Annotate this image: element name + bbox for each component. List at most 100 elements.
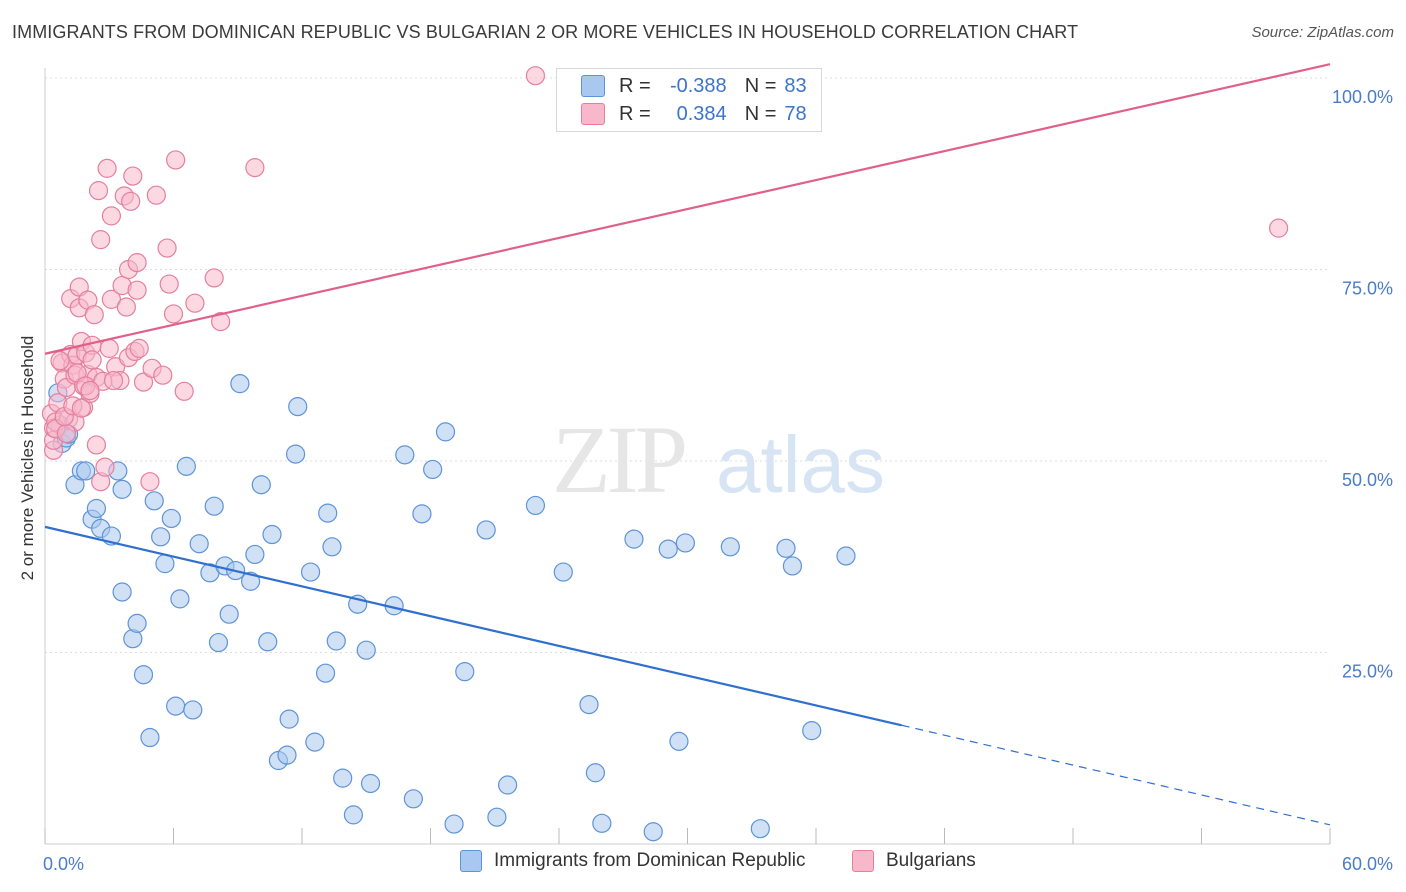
point-bulgarian [153, 365, 173, 385]
point-dominican [525, 495, 546, 516]
y-tick-label: 75.0% [1342, 279, 1393, 299]
point-dominican [322, 537, 342, 557]
point-dominican [262, 524, 282, 545]
point-bulgarian [159, 274, 179, 294]
legend-r-label: R = [619, 74, 651, 97]
point-dominican [412, 504, 432, 524]
point-dominican [245, 544, 265, 565]
point-dominican [151, 527, 171, 547]
x-tick-label: 0.0% [43, 854, 84, 874]
point-bulgarian [166, 150, 186, 170]
point-bulgarian [103, 370, 124, 391]
point-dominican [208, 632, 229, 653]
point-dominican [553, 562, 573, 582]
legend-r-value: -0.388 [669, 74, 727, 97]
point-dominican [176, 456, 196, 476]
y-tick-label: 50.0% [1342, 470, 1393, 490]
point-dominican [189, 534, 209, 554]
point-dominican [444, 814, 464, 834]
point-bulgarian [245, 158, 265, 178]
point-dominican [133, 665, 154, 685]
point-dominican [802, 721, 822, 741]
point-bulgarian [133, 372, 154, 392]
point-dominican [720, 537, 740, 557]
y-axis-label: 2 or more Vehicles in Household [18, 336, 37, 581]
point-dominican [288, 397, 308, 417]
point-dominican [782, 556, 803, 576]
point-dominican [487, 807, 507, 827]
point-dominican [279, 709, 299, 729]
point-bulgarian [127, 280, 147, 300]
point-bulgarian [116, 297, 136, 317]
legend-n-label: N = [744, 102, 777, 125]
point-dominican [592, 813, 612, 833]
point-bulgarian [525, 66, 546, 86]
point-dominican [251, 475, 271, 495]
point-bulgarian [101, 289, 121, 309]
point-bulgarian [56, 423, 77, 444]
point-dominican [86, 498, 107, 519]
trendline-bulgarians [44, 63, 1331, 355]
point-dominican [356, 640, 376, 660]
legend-swatch-dominican [460, 850, 482, 872]
data-points [41, 66, 1289, 842]
point-bulgarian [140, 472, 160, 492]
point-dominican [498, 775, 518, 795]
point-bulgarian [123, 166, 143, 186]
point-dominican [285, 444, 306, 464]
point-bulgarian [211, 311, 231, 332]
point-dominican [204, 496, 224, 516]
watermark-zip: ZIP [552, 406, 685, 513]
legend-n-value: 78 [784, 102, 807, 125]
legend-row-pink: R = 0.384 N = 78 [557, 100, 807, 128]
point-dominican [658, 539, 678, 559]
legend-item-dominican[interactable]: Immigrants from Dominican Republic [460, 850, 806, 872]
legend-label-dominican: Immigrants from Dominican Republic [494, 850, 806, 871]
point-dominican [318, 503, 338, 523]
legend-row-blue: R = -0.388 N = 83 [557, 72, 807, 100]
legend-swatch-pink [581, 103, 605, 125]
point-bulgarian [163, 304, 184, 324]
point-bulgarian [174, 381, 194, 401]
point-dominican [315, 663, 336, 683]
point-bulgarian [204, 268, 224, 288]
point-bulgarian [50, 351, 70, 371]
point-dominican [140, 727, 160, 748]
point-dominican [579, 694, 599, 715]
point-bulgarian [88, 181, 109, 201]
point-dominican [219, 604, 239, 624]
point-bulgarian [97, 158, 117, 178]
point-dominican [836, 546, 856, 566]
point-dominican [112, 479, 132, 499]
series-legend: Immigrants from Dominican Republic Bulga… [0, 850, 1406, 880]
source-label: Source: ZipAtlas.com [1251, 24, 1394, 41]
point-dominican [277, 745, 297, 765]
point-bulgarian [121, 191, 141, 211]
point-bulgarian [91, 230, 111, 250]
point-bulgarian [101, 206, 121, 226]
point-dominican [776, 538, 796, 558]
point-bulgarian [127, 253, 147, 273]
point-dominican [170, 589, 190, 609]
legend-item-bulgarians[interactable]: Bulgarians [852, 850, 976, 872]
point-bulgarian [82, 350, 102, 370]
x-tick-label: 60.0% [1342, 854, 1393, 874]
axes [44, 68, 1331, 845]
point-bulgarian [95, 457, 115, 477]
point-bulgarian [146, 185, 166, 205]
point-dominican [76, 461, 96, 481]
point-dominican [403, 789, 423, 809]
point-dominican [585, 763, 606, 783]
point-dominican [333, 768, 353, 788]
point-bulgarian [80, 380, 100, 401]
point-dominican [300, 562, 321, 582]
point-dominican [455, 662, 475, 682]
point-dominican [112, 582, 132, 602]
legend-r-value: 0.384 [676, 102, 727, 125]
point-dominican [669, 731, 689, 751]
point-dominican [750, 819, 770, 839]
point-dominican [305, 732, 325, 752]
gridlines [45, 77, 1330, 653]
trendlines [44, 63, 1331, 826]
point-bulgarian [86, 435, 107, 455]
